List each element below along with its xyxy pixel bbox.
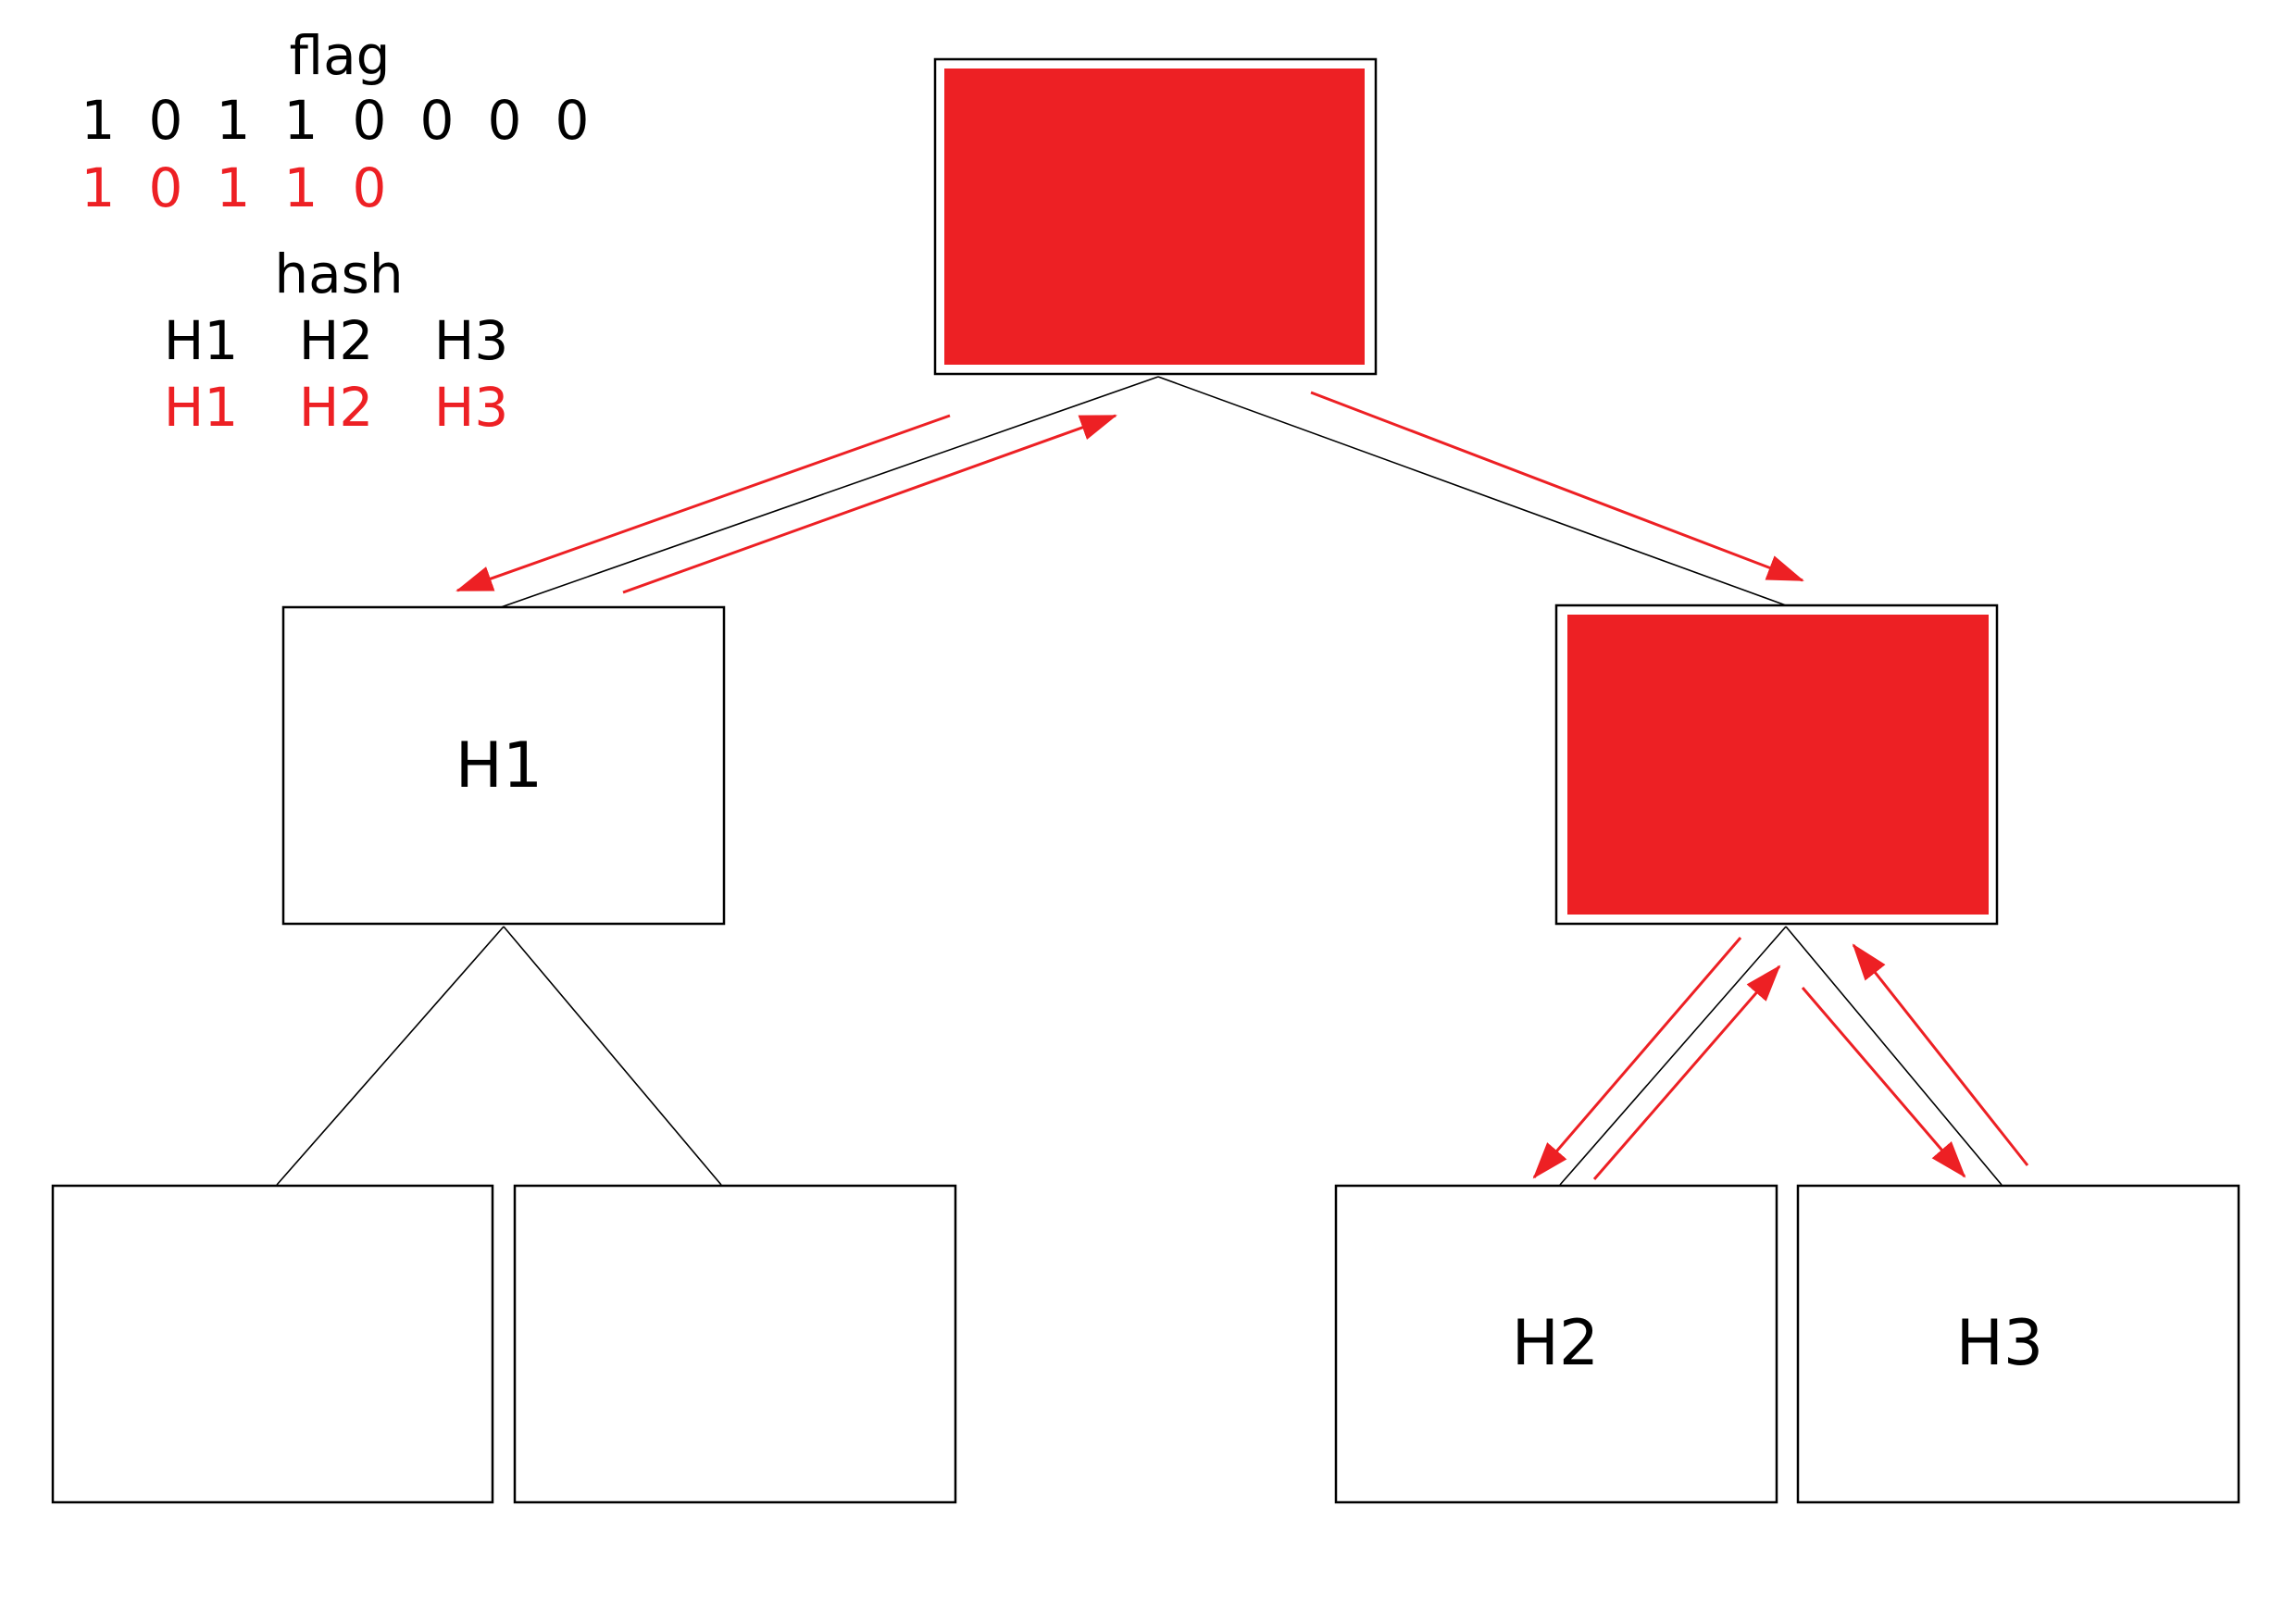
arrow-left-to-root bbox=[622, 414, 1117, 594]
flag-consumed-bit: 0 bbox=[148, 156, 183, 219]
arrow-leaf-rr-to-right bbox=[1852, 943, 2029, 1166]
flag-bit: 1 bbox=[216, 89, 251, 152]
hash-item: H1 bbox=[163, 309, 239, 372]
arrow-right-to-leaf-rl bbox=[1532, 937, 1742, 1179]
root-node bbox=[933, 57, 1378, 376]
hash-item: H3 bbox=[433, 309, 509, 372]
arrow-leaf-rl-to-right bbox=[1592, 965, 1781, 1180]
hash-title: hash bbox=[274, 243, 404, 305]
flag-bit: 0 bbox=[419, 89, 455, 152]
edge-right-leaf-rr bbox=[1785, 926, 2003, 1186]
right-node bbox=[1554, 604, 1999, 926]
leaf-node-rr bbox=[1796, 1184, 2240, 1504]
leaf-rl-label: H2 bbox=[1511, 1307, 1600, 1380]
flag-bit: 1 bbox=[81, 89, 116, 152]
flag-bit: 0 bbox=[487, 89, 522, 152]
flag-consumed-bit: 1 bbox=[283, 156, 318, 219]
hash-consumed-item: H3 bbox=[433, 376, 509, 439]
hash-consumed-item: H2 bbox=[298, 376, 374, 439]
hash-consumed-item: H1 bbox=[163, 376, 239, 439]
flag-bit: 0 bbox=[352, 89, 387, 152]
edge-root-left bbox=[500, 376, 1159, 608]
edge-right-leaf-rl bbox=[1559, 926, 1787, 1186]
flag-consumed-bit: 0 bbox=[352, 156, 387, 219]
leaf-node-rl bbox=[1334, 1184, 1778, 1504]
hash-item: H2 bbox=[298, 309, 374, 372]
tree-nodes bbox=[51, 57, 2240, 1504]
left-node-label: H1 bbox=[455, 729, 543, 803]
leaf-rr-label: H3 bbox=[1955, 1307, 2044, 1380]
traversal-arrows bbox=[455, 391, 2029, 1180]
leaf-node-ll bbox=[51, 1184, 494, 1504]
edge-root-right bbox=[1157, 376, 1787, 606]
flag-bit: 1 bbox=[283, 89, 318, 152]
arrow-right-to-leaf-rr bbox=[1801, 987, 1966, 1178]
flag-bit: 0 bbox=[148, 89, 183, 152]
arrow-root-to-left bbox=[455, 414, 951, 592]
flag-title: flag bbox=[289, 24, 391, 87]
flag-bit: 0 bbox=[555, 89, 590, 152]
leaf-node-lr bbox=[513, 1184, 957, 1504]
left-node bbox=[281, 605, 726, 926]
edge-left-leaf-ll bbox=[276, 926, 505, 1186]
edge-left-leaf-lr bbox=[503, 926, 722, 1186]
flag-consumed-bit: 1 bbox=[216, 156, 251, 219]
flag-consumed-bit: 1 bbox=[81, 156, 116, 219]
arrow-root-to-right bbox=[1310, 391, 1804, 582]
